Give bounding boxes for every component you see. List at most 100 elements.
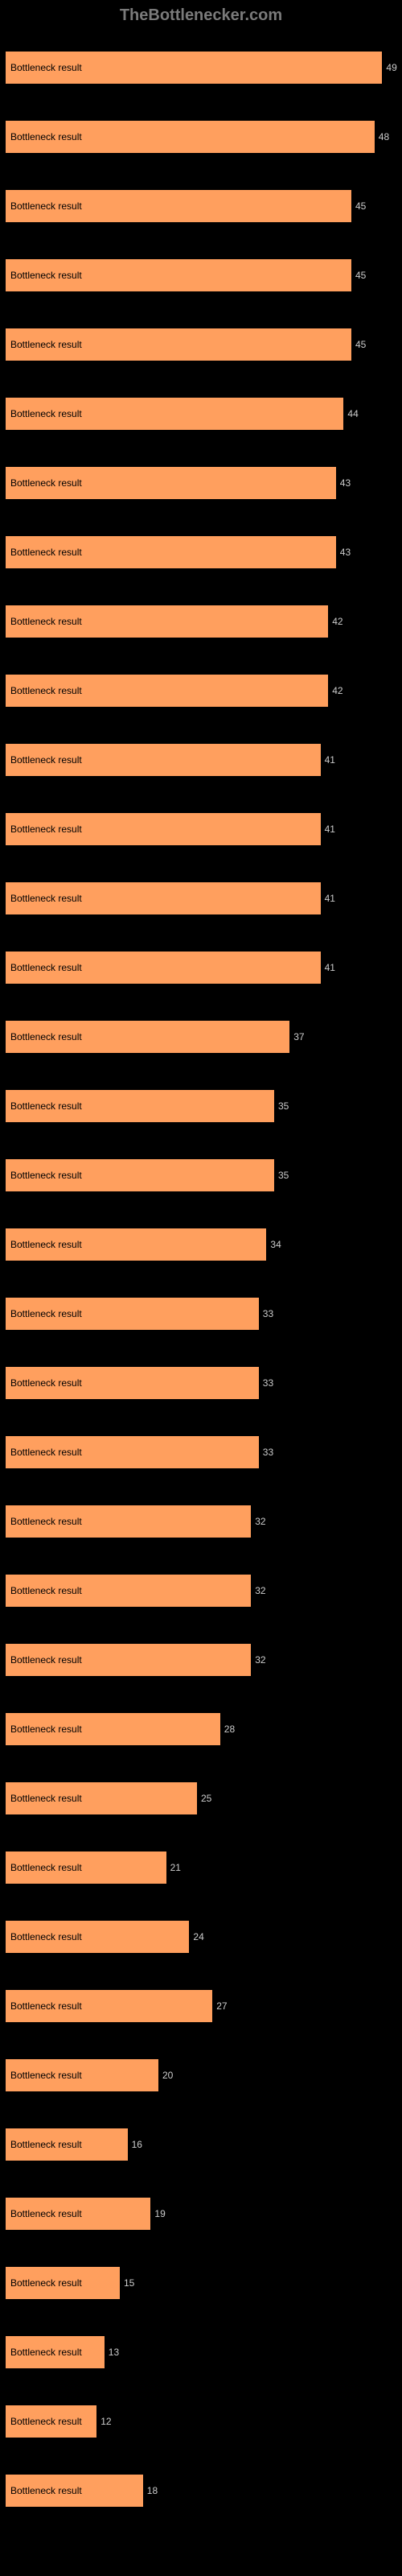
chart-row: Bottleneck result 41: [5, 798, 397, 848]
bar-label: Bottleneck result: [10, 1170, 82, 1181]
axis-label: [5, 729, 397, 740]
bar-label: Bottleneck result: [10, 2416, 82, 2427]
bar: Bottleneck result: [5, 2266, 121, 2300]
chart-row: Bottleneck result 45: [5, 244, 397, 294]
bar: Bottleneck result: [5, 1158, 275, 1192]
bar-track: Bottleneck result43: [5, 466, 397, 500]
chart-row: Bottleneck result43: [5, 452, 397, 502]
bar-label: Bottleneck result: [10, 408, 82, 419]
axis-label: [5, 382, 397, 394]
bar-track: Bottleneck result24: [5, 1920, 397, 1954]
bar: Bottleneck result: [5, 1989, 213, 2023]
value-label: 48: [375, 120, 389, 154]
axis-label: [5, 1005, 397, 1017]
axis-label: [5, 659, 397, 671]
axis-label: [5, 1975, 397, 1986]
value-label: 28: [221, 1712, 235, 1746]
chart-row: Bottleneck result44: [5, 382, 397, 432]
bar: Bottleneck result: [5, 2128, 129, 2161]
bar: Bottleneck result: [5, 328, 352, 361]
bar-label: Bottleneck result: [10, 1516, 82, 1527]
value-label: 33: [260, 1297, 273, 1331]
axis-label: [5, 1905, 397, 1917]
axis-label: [5, 105, 397, 117]
chart-row: Bottleneck result16: [5, 2113, 397, 2163]
bar-label: Bottleneck result: [10, 547, 82, 558]
bar: Bottleneck result: [5, 2405, 97, 2438]
bar: Bottleneck result: [5, 189, 352, 223]
value-label: 15: [121, 2266, 134, 2300]
bar-track: Bottleneck result41: [5, 743, 397, 777]
value-label: 45: [352, 258, 366, 292]
bar-label: Bottleneck result: [10, 824, 82, 835]
bar: Bottleneck result: [5, 1851, 167, 1885]
chart-row: Bottleneck result28: [5, 1698, 397, 1748]
bar-label: Bottleneck result: [10, 2485, 82, 2496]
value-label: 41: [322, 812, 335, 846]
value-label: 34: [267, 1228, 281, 1261]
chart-row: Bottleneck result20: [5, 2044, 397, 2094]
bar-label: Bottleneck result: [10, 2139, 82, 2150]
chart-row: Bottleneck result48: [5, 105, 397, 155]
axis-label: [5, 1559, 397, 1571]
bar-track: Bottleneck result33: [5, 1435, 397, 1469]
chart-row: Bottleneck result 27: [5, 1975, 397, 2025]
bar-label: Bottleneck result: [10, 1585, 82, 1596]
bar-track: Bottleneck result 45: [5, 189, 397, 223]
value-label: 42: [329, 674, 343, 708]
value-label: 37: [290, 1020, 304, 1054]
bar-label: Bottleneck result: [10, 2000, 82, 2012]
bar-label: Bottleneck result: [10, 962, 82, 973]
bar: Bottleneck result: [5, 1505, 252, 1538]
bar-track: Bottleneck result41: [5, 881, 397, 915]
axis-label: [5, 1421, 397, 1432]
value-label: 12: [97, 2405, 111, 2438]
bar-track: Bottleneck result32: [5, 1643, 397, 1677]
bar: Bottleneck result: [5, 951, 322, 985]
bar-label: Bottleneck result: [10, 1931, 82, 1942]
bar-label: Bottleneck result: [10, 62, 82, 73]
chart-row: Bottleneck result32: [5, 1629, 397, 1678]
bottleneck-chart: Bottleneck result49Bottleneck result48Bo…: [5, 36, 397, 2509]
bar-track: Bottleneck result 27: [5, 1989, 397, 2023]
axis-label: [5, 452, 397, 463]
bar-label: Bottleneck result: [10, 893, 82, 904]
chart-row: Bottleneck result45: [5, 313, 397, 363]
axis-label: [5, 1629, 397, 1640]
bar: Bottleneck result: [5, 1228, 267, 1261]
bar-label: Bottleneck result: [10, 270, 82, 281]
bar: Bottleneck result: [5, 2197, 151, 2231]
value-label: 41: [322, 951, 335, 985]
value-label: 21: [167, 1851, 181, 1885]
bar-track: Bottleneck result35: [5, 1158, 397, 1192]
bar-track: Bottleneck result35: [5, 1089, 397, 1123]
chart-row: Bottleneck result42: [5, 590, 397, 640]
bar-label: Bottleneck result: [10, 685, 82, 696]
chart-row: Bottleneck result43: [5, 521, 397, 571]
value-label: 45: [352, 189, 366, 223]
chart-row: Bottleneck result24: [5, 1905, 397, 1955]
chart-row: Bottleneck result 42: [5, 659, 397, 709]
bar-track: Bottleneck result28: [5, 1712, 397, 1746]
axis-label: [5, 590, 397, 601]
bar-label: Bottleneck result: [10, 200, 82, 212]
axis-label: [5, 867, 397, 878]
axis-label: [5, 175, 397, 186]
bar-label: Bottleneck result: [10, 2070, 82, 2081]
bar: Bottleneck result: [5, 51, 383, 85]
value-label: 25: [198, 1781, 211, 1815]
bar-label: Bottleneck result: [10, 1308, 82, 1319]
bar: Bottleneck result: [5, 1435, 260, 1469]
bar-label: Bottleneck result: [10, 339, 82, 350]
value-label: 27: [213, 1989, 227, 2023]
bar-track: Bottleneck result 41: [5, 951, 397, 985]
axis-label: [5, 1144, 397, 1155]
axis-label: [5, 36, 397, 47]
chart-row: Bottleneck result19: [5, 2182, 397, 2232]
bar-label: Bottleneck result: [10, 1793, 82, 1804]
value-label: 13: [105, 2335, 119, 2369]
bar-track: Bottleneck result32: [5, 1505, 397, 1538]
bar-track: Bottleneck result 25: [5, 1781, 397, 1815]
bar-track: Bottleneck result13: [5, 2335, 397, 2369]
axis-label: [5, 1767, 397, 1778]
